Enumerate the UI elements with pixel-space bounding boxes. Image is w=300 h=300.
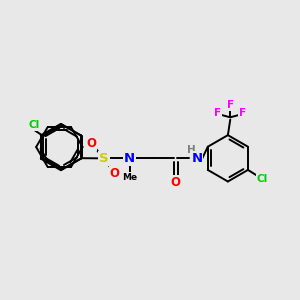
Text: H: H (187, 145, 196, 155)
Text: O: O (171, 176, 181, 189)
Text: N: N (124, 152, 135, 165)
Text: S: S (99, 152, 109, 165)
Text: O: O (109, 167, 119, 180)
Text: Cl: Cl (28, 121, 40, 130)
Text: N: N (191, 152, 203, 165)
Text: Cl: Cl (256, 174, 268, 184)
Text: F: F (214, 108, 221, 118)
Text: F: F (239, 108, 246, 118)
Text: F: F (227, 100, 234, 110)
Text: O: O (86, 137, 96, 150)
Text: Me: Me (122, 173, 137, 182)
